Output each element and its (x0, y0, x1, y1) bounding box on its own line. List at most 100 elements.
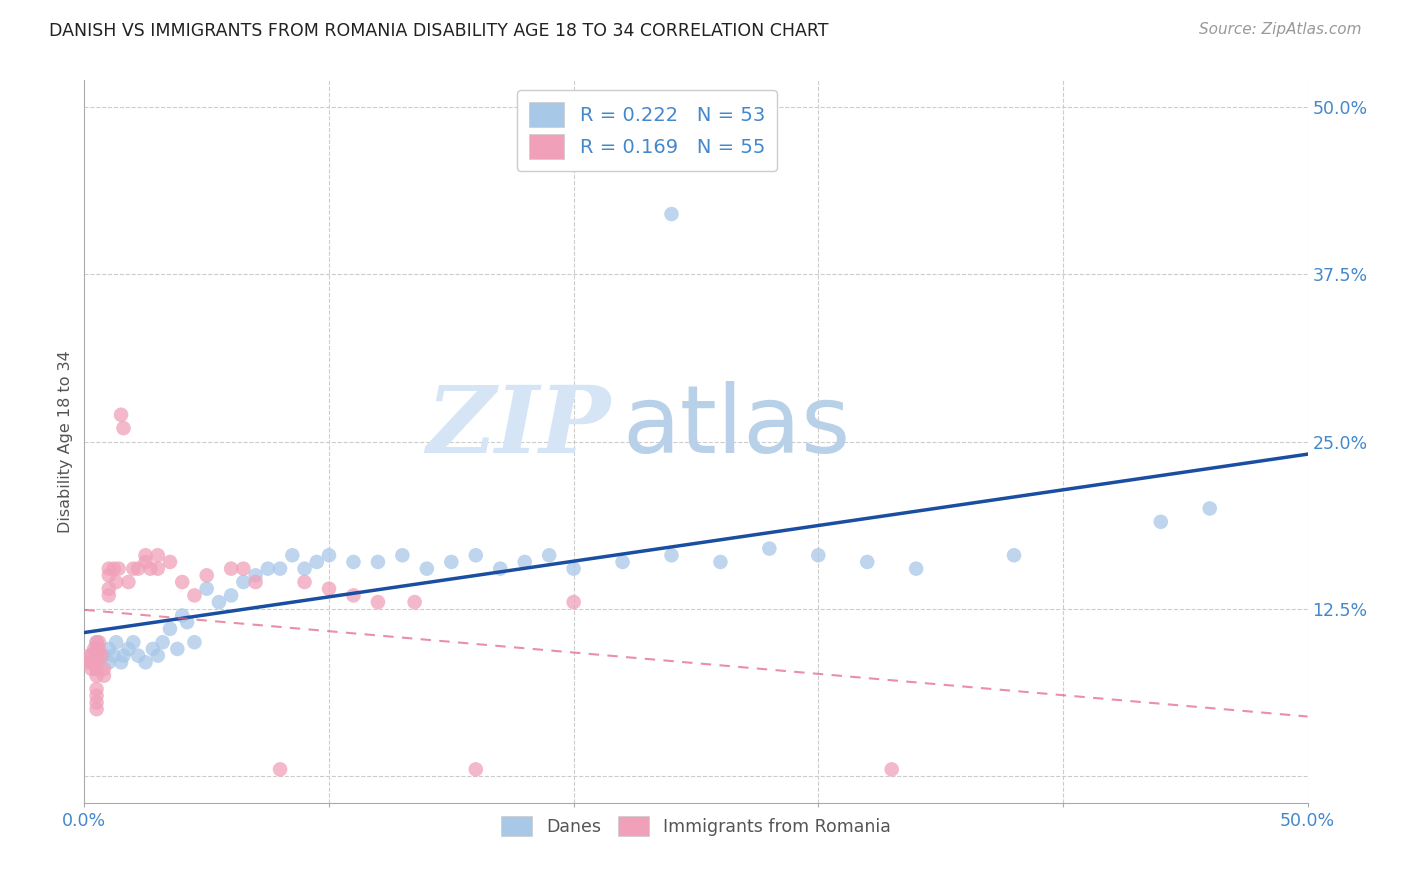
Point (404, 595, 426, 609)
Point (219, 589, 242, 603)
Point (80, 662, 103, 676)
Point (342, 589, 364, 603)
Point (93, 662, 115, 676)
Point (195, 568, 218, 582)
Point (464, 548, 486, 563)
Point (87, 635, 110, 649)
Point (152, 635, 174, 649)
Point (86, 696, 108, 710)
Point (97, 655, 120, 669)
Point (97, 582, 120, 596)
Point (135, 655, 157, 669)
Point (513, 555, 536, 569)
Text: DANISH VS IMMIGRANTS FROM ROMANIA DISABILITY AGE 18 TO 34 CORRELATION CHART: DANISH VS IMMIGRANTS FROM ROMANIA DISABI… (49, 22, 828, 40)
Point (80, 648, 103, 663)
Point (107, 562, 129, 576)
Text: ZIP: ZIP (426, 382, 610, 472)
Point (195, 582, 218, 596)
Point (219, 562, 242, 576)
Point (127, 648, 149, 663)
Point (86, 648, 108, 663)
Point (269, 562, 291, 576)
Point (77, 655, 100, 669)
Point (80, 655, 103, 669)
Point (245, 568, 267, 582)
Point (117, 575, 139, 590)
Point (93, 669, 115, 683)
Point (83, 655, 105, 669)
Point (166, 642, 188, 657)
Text: Source: ZipAtlas.com: Source: ZipAtlas.com (1198, 22, 1361, 37)
Point (232, 575, 254, 590)
Point (758, 541, 780, 556)
Point (880, 762, 903, 776)
Text: atlas: atlas (623, 381, 851, 473)
Point (112, 421, 135, 435)
Point (416, 562, 439, 576)
Point (367, 595, 389, 609)
Point (86, 681, 108, 696)
Point (117, 642, 139, 657)
Point (562, 595, 585, 609)
Point (86, 635, 108, 649)
Point (139, 562, 162, 576)
Point (856, 555, 879, 569)
Legend: Danes, Immigrants from Romania: Danes, Immigrants from Romania (492, 807, 900, 845)
Point (245, 575, 267, 590)
Point (93, 648, 115, 663)
Point (489, 562, 512, 576)
Point (86, 689, 108, 703)
Point (103, 648, 125, 663)
Point (86, 642, 108, 657)
Point (183, 589, 205, 603)
Point (172, 575, 194, 590)
Point (391, 548, 413, 563)
Point (86, 702, 108, 716)
Point (661, 207, 683, 221)
Point (122, 562, 145, 576)
Point (294, 575, 316, 590)
Point (905, 562, 928, 576)
Point (110, 408, 132, 422)
Point (110, 655, 132, 669)
Point (86, 655, 108, 669)
Point (183, 635, 205, 649)
Point (342, 555, 364, 569)
Point (562, 562, 585, 576)
Point (86, 662, 108, 676)
Point (661, 548, 683, 563)
Point (127, 562, 149, 576)
Point (103, 562, 125, 576)
Point (97, 589, 120, 603)
Point (257, 562, 280, 576)
Point (612, 555, 634, 569)
Point (367, 555, 389, 569)
Point (87, 642, 110, 657)
Point (142, 642, 165, 657)
Point (807, 548, 830, 563)
Point (105, 575, 128, 590)
Point (146, 648, 169, 663)
Point (146, 562, 169, 576)
Point (159, 622, 181, 636)
Point (77, 648, 100, 663)
Point (294, 562, 316, 576)
Point (440, 555, 463, 569)
Point (318, 548, 340, 563)
Point (172, 608, 194, 623)
Point (86, 669, 108, 683)
Point (232, 562, 254, 576)
Point (135, 555, 157, 569)
Point (305, 555, 328, 569)
Point (97, 568, 120, 582)
Point (281, 548, 304, 563)
Point (464, 762, 486, 776)
Point (135, 548, 157, 563)
Point (176, 615, 198, 630)
Point (159, 555, 181, 569)
Point (1002, 548, 1025, 563)
Point (90, 648, 112, 663)
Point (146, 548, 169, 563)
Point (83, 642, 105, 657)
Point (1150, 515, 1173, 529)
